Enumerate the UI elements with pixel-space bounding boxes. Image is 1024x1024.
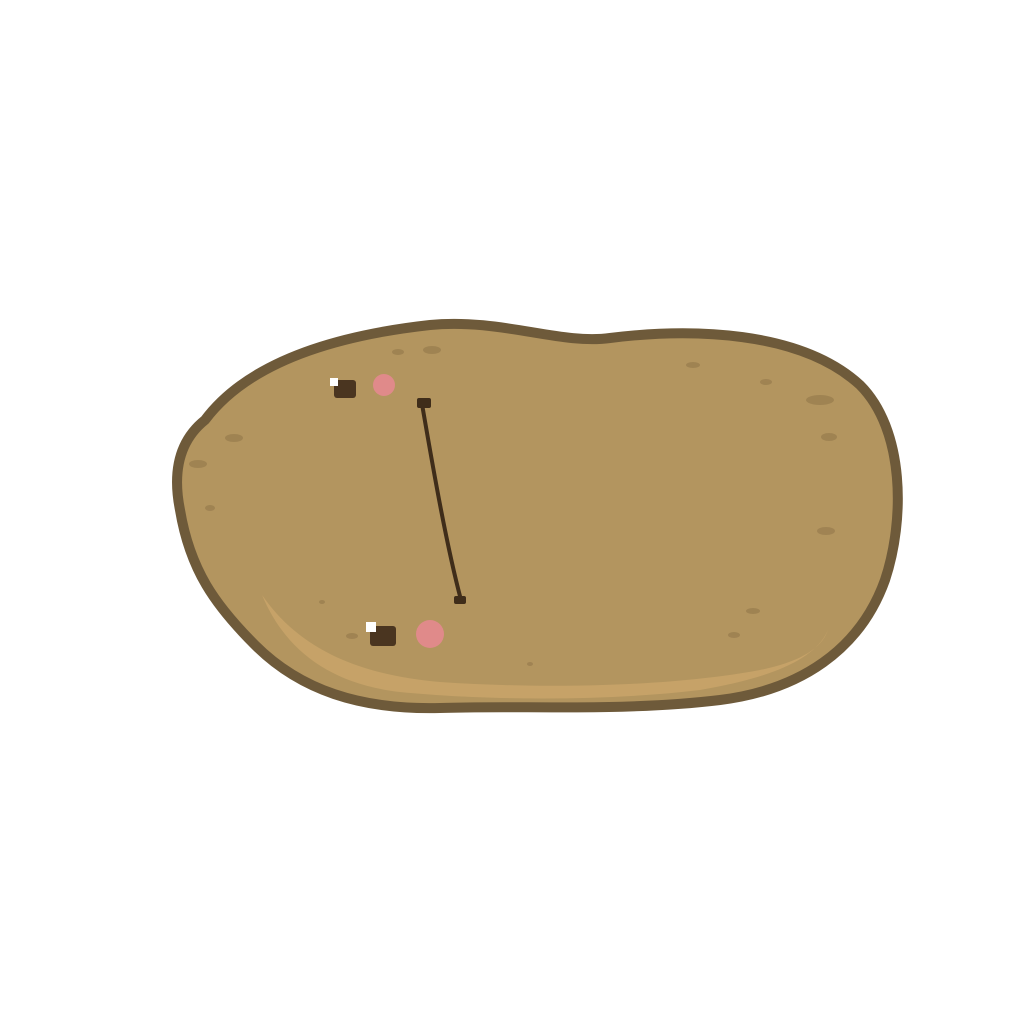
lower-eye — [366, 622, 396, 646]
lower-blush — [416, 620, 444, 648]
upper-blush — [373, 374, 395, 396]
potato-body — [172, 318, 903, 714]
mouth — [417, 398, 466, 604]
potato-speckles — [189, 346, 837, 666]
upper-eye — [330, 378, 356, 398]
